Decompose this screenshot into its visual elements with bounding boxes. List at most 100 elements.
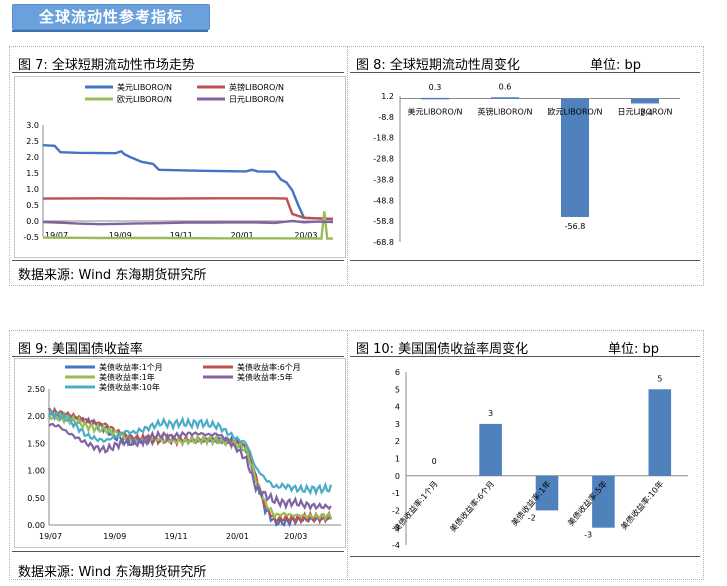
y-tick-label: 0.50 [27,494,45,503]
legend-label: 美元LIBORO/N [117,82,172,92]
fig10-chart-frame: 6 5 4 3 2 1 0 -1 -2 -3 -4 0 美债收益率:1个月 3 美债收益率:6个月 -2 美债收… [352,360,698,556]
legend-label: 美债收益率:5年 [237,372,293,382]
x-tick-label: 20/01 [226,532,249,541]
fig10-title-rule [350,356,700,357]
fig7-source: 数据来源: Wind 东海期货研究所 [18,268,207,283]
fig8-title: 图 8: 全球短期流动性周变化 [356,58,520,73]
fig9-title-rule [12,356,344,357]
x-category-label: 欧元LIBORO/N [548,107,603,117]
y-tick-label: -1 [392,489,400,498]
fig7-source-rule [12,260,344,261]
data-label: 0 [432,457,437,466]
legend-label: 英镑LIBORO/N [229,82,284,92]
y-tick-label: -18.8 [373,134,394,143]
data-label: 5 [657,374,662,383]
series-line [42,144,334,221]
y-tick-label: 5 [395,385,400,394]
bar [631,98,659,104]
y-tick-label: 1.50 [27,439,45,448]
data-label: -2.4 [637,109,653,118]
y-tick-label: 2 [395,437,400,446]
fig9-source: 数据来源: Wind 东海期货研究所 [18,565,207,580]
data-label: 0.3 [429,83,442,92]
section-header-underline [12,30,208,32]
y-tick-label: 1.0 [26,185,39,194]
series-line [42,211,333,240]
x-category-label: 英镑LIBORO/N [478,107,533,117]
y-tick-label: 4 [395,403,400,412]
fig9-chart-frame: 美债收益率:1个月 美债收益率:6个月美债收益率:1年 美债收益率:5年美债收益率:… [14,358,346,548]
data-label: 3 [488,409,493,418]
fig7-chart: 美元LIBORO/N 英镑LIBORO/N 欧元LIBORO/N 日元LIBORO/N… [23,82,334,242]
y-tick-label: 2.50 [27,385,45,394]
y-tick-label: -58.8 [373,217,394,226]
y-tick-label: 2.00 [27,412,45,421]
y-tick-label: 1 [395,455,400,464]
fig8-panel [347,46,704,286]
bar [421,97,449,100]
x-tick-label: 19/11 [170,231,193,240]
fig7-title: 图 7: 全球短期流动性市场走势 [18,58,195,73]
fig7-chart-frame: 美元LIBORO/N 英镑LIBORO/N 欧元LIBORO/N 日元LIBORO/N… [14,76,346,258]
data-label: -3 [584,531,592,540]
data-label: -2 [528,513,536,522]
y-tick-label: -0.5 [23,233,39,242]
x-category-label: 日元LIBORO/N [618,108,673,117]
fig8-source-rule [350,260,700,261]
legend-label: 美债收益率:10年 [99,382,160,392]
y-tick-label: 0 [395,472,400,481]
bar [592,475,615,528]
y-tick-label: 2.0 [26,153,39,162]
y-tick-label: -8.8 [378,113,394,122]
x-category-label: 美元LIBORO/N [408,107,463,117]
legend-label: 美债收益率:1个月 [99,362,163,372]
x-tick-label: 19/07 [39,532,62,541]
series-line [47,410,333,522]
x-tick-label: 19/07 [45,231,68,240]
fig10-title: 图 10: 美国国债收益率周变化 [356,342,529,357]
data-label: 0.6 [499,82,512,91]
fig9-source-rule [12,551,344,552]
fig10-source-rule [350,556,700,557]
fig8-unit: 单位: bp [590,58,642,73]
bar [648,389,672,476]
fig10-unit: 单位: bp [608,342,660,357]
y-tick-label: 0.5 [26,201,39,210]
fig10-panel [347,330,704,580]
y-tick-label: -48.8 [373,196,394,205]
fig7-title-rule [12,72,344,73]
y-tick-label: -28.8 [373,155,394,164]
legend-label: 日元LIBORO/N [229,95,284,104]
legend-label: 美债收益率:1年 [99,372,155,382]
fig9-title: 图 9: 美国国债收益率 [18,342,143,357]
x-tick-label: 19/11 [165,532,188,541]
y-tick-label: 2.5 [26,137,39,146]
y-tick-label: -3 [392,524,400,533]
fig8-chart: 1.2 -8.8 -18.8 -28.8 -38.8 -48.8 -58.8 -68.8 0.3… [373,82,680,247]
fig8-title-rule [350,72,700,73]
section-header: 全球流动性参考指标 [12,4,210,30]
y-tick-label: 1.2 [381,92,394,101]
data-label: -56.8 [565,222,586,231]
series-line [42,219,334,226]
y-tick-label: 0.00 [27,521,45,530]
y-tick-label: -4 [392,541,400,550]
x-category-label: 美债收益率:10年 [619,479,666,532]
series-line [42,197,334,220]
y-tick-label: 6 [395,368,400,377]
x-tick-label: 20/03 [284,532,307,541]
y-tick-label: -2 [392,506,400,515]
y-tick-label: 0.0 [26,217,39,226]
bar [561,98,589,217]
x-tick-label: 19/09 [103,532,126,541]
series-line [48,422,332,512]
x-category-label: 美债收益率:6个月 [447,479,496,534]
x-tick-label: 19/09 [109,231,132,240]
fig8-chart-frame: 1.2 -8.8 -18.8 -28.8 -38.8 -48.8 -58.8 -68.8 0.3… [352,76,698,256]
bar [479,423,502,476]
series-line [48,409,332,528]
legend-label: 美债收益率:6个月 [237,362,301,372]
series-line [47,408,333,497]
y-tick-label: -68.8 [373,238,394,247]
